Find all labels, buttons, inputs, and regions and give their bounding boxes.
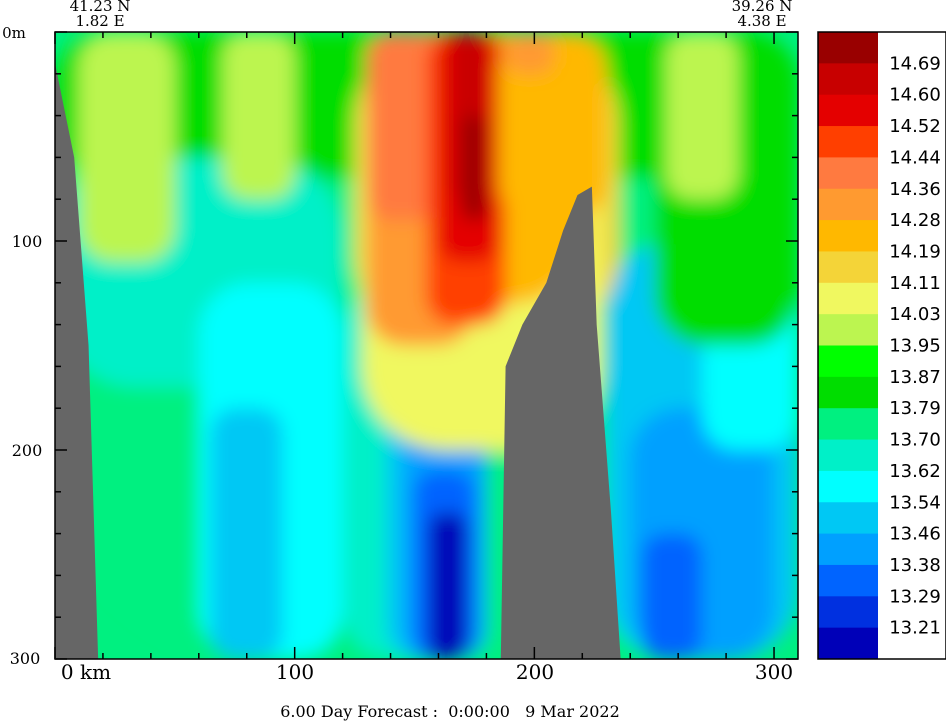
colorbar-tick-label: 14.19 — [889, 241, 941, 262]
colorbar-tick-label: 13.70 — [889, 430, 941, 451]
plot-frame — [54, 31, 799, 660]
plot-area — [55, 32, 798, 659]
colorbar-swatch — [818, 188, 878, 221]
x-tick-label-0: 0 km — [61, 660, 111, 684]
field-patch — [366, 32, 439, 221]
colorbar-tick-label: 14.52 — [889, 116, 941, 137]
colorbar-tick-label: 14.28 — [889, 210, 941, 231]
colorbar-tick-label: 13.87 — [889, 367, 941, 388]
field-patch — [78, 32, 175, 262]
colorbar-swatch — [818, 376, 878, 409]
colorbar-tick-label: 13.21 — [889, 618, 941, 639]
colorbar-tick-label: 14.69 — [889, 53, 941, 74]
colorbar-swatch — [818, 251, 878, 284]
field-patch — [428, 512, 468, 659]
end-lon-label: 4.38 E — [737, 12, 786, 30]
field-patch — [642, 533, 703, 659]
colorbar-swatch — [818, 314, 878, 346]
colorbar-swatch — [818, 282, 878, 315]
colorbar-swatch — [818, 470, 878, 503]
end-lat-label: 39.26 N — [732, 0, 793, 15]
field-patch — [666, 32, 739, 200]
start-lon-label: 1.82 E — [75, 12, 124, 30]
field-patch — [498, 32, 607, 221]
colorbar-swatch — [818, 408, 878, 441]
y-tick-label-200: 200 — [12, 441, 43, 460]
colorbar-swatch — [818, 502, 878, 535]
colorbar-swatch — [818, 345, 878, 378]
colorbar-tick-label: 14.44 — [889, 147, 941, 168]
colorbar-swatch — [818, 439, 878, 472]
colorbar-swatch — [818, 533, 878, 566]
colorbar-swatch — [818, 126, 878, 158]
field-patch — [462, 115, 487, 221]
forecast-caption: 6.00 Day Forecast : 0:00:00 9 Mar 2022 — [280, 702, 620, 721]
colorbar-frame — [817, 31, 946, 660]
colorbar-swatch — [818, 63, 878, 96]
y-tick-label-0: 0m — [2, 24, 26, 42]
colorbar-swatch — [818, 157, 878, 190]
colorbar-tick-label: 14.11 — [889, 273, 941, 294]
y-tick-label-100: 100 — [12, 232, 43, 251]
x-tick-label-200: 200 — [516, 660, 554, 684]
x-tick-label-300: 300 — [755, 660, 793, 684]
temperature-field — [55, 32, 798, 659]
colorbar-swatch — [818, 564, 878, 597]
x-tick-label-100: 100 — [276, 660, 314, 684]
colorbar-tick-label: 14.36 — [889, 179, 941, 200]
colorbar-tick-label: 13.46 — [889, 524, 941, 545]
colorbar-tick-label: 14.60 — [889, 85, 941, 106]
colorbar-tick-label: 13.29 — [889, 586, 941, 607]
start-lat-label: 41.23 N — [70, 0, 131, 15]
colorbar-swatch — [818, 596, 878, 629]
colorbar-tick-label: 13.62 — [889, 461, 941, 482]
field-patch — [505, 32, 554, 74]
seafloor-land — [55, 63, 621, 659]
field-patch — [210, 408, 283, 659]
colorbar-tick-label: 13.79 — [889, 398, 941, 419]
colorbar-swatch — [818, 94, 878, 127]
axis-ticks — [54, 31, 798, 660]
colorbar-tick-label: 13.95 — [889, 336, 941, 357]
colorbar-swatch — [818, 627, 878, 660]
y-tick-label-300: 300 — [10, 649, 41, 668]
colorbar-tick-label: 13.38 — [889, 555, 941, 576]
colorbar-swatch — [818, 220, 878, 252]
colorbar-tick-label: 14.03 — [889, 304, 941, 325]
colorbar-swatch — [818, 32, 878, 64]
colorbar: 14.69 14.60 14.52 14.44 14.36 14.28 14.19 14.11… — [817, 31, 946, 660]
field-patch — [222, 32, 295, 200]
colorbar-tick-label: 13.54 — [889, 492, 941, 513]
